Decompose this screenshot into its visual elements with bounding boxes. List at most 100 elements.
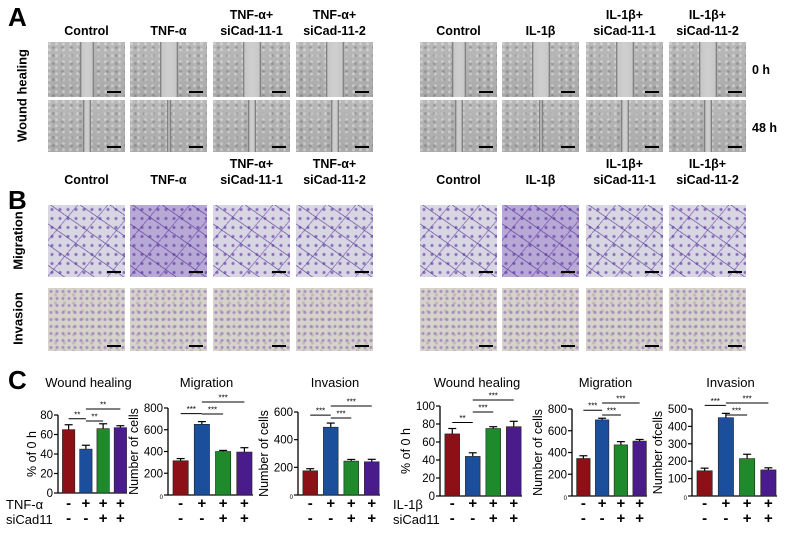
y-tick-label: 200 (548, 469, 567, 481)
condition-sign: - (178, 510, 183, 527)
wound-gap (698, 42, 717, 97)
panel-c-letter: C (8, 365, 27, 395)
invasion-micrograph (420, 288, 497, 351)
wound-healing-micrograph (669, 42, 746, 97)
panel-b-column-label: Control (436, 173, 481, 187)
panel-a-column-label: IL-1β+ siCad-11-1 (593, 8, 656, 38)
wound-healing-micrograph (213, 42, 290, 97)
y-axis-label: Number of cells (127, 408, 141, 495)
condition-sign: - (450, 510, 455, 527)
y-tick-label: 80 (40, 410, 53, 422)
scale-bar (645, 91, 659, 93)
y-tick-label: 200 (274, 462, 293, 474)
y-tick-label: 100 (416, 401, 435, 413)
condition-sign: + (489, 510, 498, 527)
condition-sign: + (598, 495, 607, 512)
migration-micrograph (130, 205, 207, 277)
condition-sign: + (347, 510, 356, 527)
bar (576, 458, 591, 497)
wound-gap (325, 42, 344, 97)
scale-bar (561, 91, 575, 93)
significance-label: *** (588, 402, 597, 411)
condition-sign: - (581, 495, 586, 512)
wound-healing-micrograph (130, 100, 207, 152)
wound-healing-micrograph (48, 42, 125, 97)
scale-bar (272, 146, 286, 148)
panel-b-letter: B (8, 185, 27, 215)
wound-healing-micrograph (296, 42, 373, 97)
y-axis-label: Number of cells (257, 410, 271, 497)
scale-bar (189, 271, 203, 273)
scale-bar (272, 91, 286, 93)
y-tick-label: 0 (684, 496, 688, 502)
bar (595, 419, 610, 497)
panel-b-column-label: IL-1β+ siCad-11-1 (593, 157, 656, 187)
condition-sign: + (347, 495, 356, 512)
y-tick-label: 0 (429, 491, 435, 503)
wound-healing-micrograph (586, 42, 663, 97)
y-tick-label: 20 (422, 473, 435, 485)
wound-gap (79, 42, 94, 97)
chart-title: Wound healing (45, 375, 132, 390)
significance-label: *** (489, 392, 498, 401)
y-tick-label: 0 (47, 488, 53, 500)
wound-healing-micrograph (213, 100, 290, 152)
scale-bar (107, 146, 121, 148)
condition-sign: + (635, 510, 644, 527)
y-tick-label: 80 (422, 419, 435, 431)
chart-title: Migration (180, 375, 233, 390)
bar (172, 460, 189, 496)
condition-sign: + (367, 495, 376, 512)
significance-label: *** (742, 395, 751, 404)
y-tick-label: 200 (144, 468, 163, 480)
bar (193, 424, 210, 496)
condition-label-sicad11-right: siCad11 (393, 512, 440, 527)
significance-label: *** (616, 395, 625, 404)
condition-sign: + (764, 510, 773, 527)
condition-sign: - (723, 510, 728, 527)
panel-b-column-label: IL-1β+ siCad-11-2 (676, 157, 739, 187)
panel-a-column-label: Control (436, 24, 481, 38)
condition-sign: + (367, 510, 376, 527)
panel-b-column-label: TNF-α (150, 173, 187, 187)
condition-sign: + (743, 495, 752, 512)
y-tick-label: 500 (668, 404, 687, 416)
condition-sign: + (197, 495, 206, 512)
y-tick-label: 600 (144, 425, 163, 437)
scale-bar (479, 91, 493, 93)
scale-bar (272, 271, 286, 273)
scale-bar (728, 146, 742, 148)
bar (364, 461, 380, 496)
condition-sign: - (450, 495, 455, 512)
wound-gap (330, 100, 339, 152)
migration-micrograph (296, 205, 373, 277)
bar (62, 429, 76, 494)
condition-sign: - (199, 510, 204, 527)
y-tick-label: 60 (40, 430, 53, 442)
scale-bar (561, 146, 575, 148)
scale-bar (479, 146, 493, 148)
wound-gap (166, 100, 171, 152)
migration-micrograph (48, 205, 125, 277)
time-label-0h: 0 h (752, 63, 771, 77)
significance-label: *** (218, 394, 227, 403)
wound-gap (531, 42, 550, 97)
condition-sign: + (635, 495, 644, 512)
wound-gap (620, 100, 629, 152)
panel-b-column-label: IL-1β (525, 173, 556, 187)
time-label-48h: 48 h (752, 121, 778, 135)
condition-sign: + (219, 495, 228, 512)
scale-bar (728, 91, 742, 93)
condition-sign: - (702, 495, 707, 512)
wound-gap (454, 100, 463, 152)
bar (506, 426, 522, 497)
chart-title: Wound healing (434, 375, 521, 390)
wound-gap (82, 100, 91, 152)
scale-bar (355, 91, 369, 93)
significance-label: *** (316, 407, 325, 416)
wound-healing-micrograph (48, 100, 125, 152)
significance-label: *** (732, 407, 741, 416)
condition-sign: + (81, 495, 90, 512)
invasion-micrograph (48, 288, 125, 351)
condition-sign: + (240, 495, 249, 512)
